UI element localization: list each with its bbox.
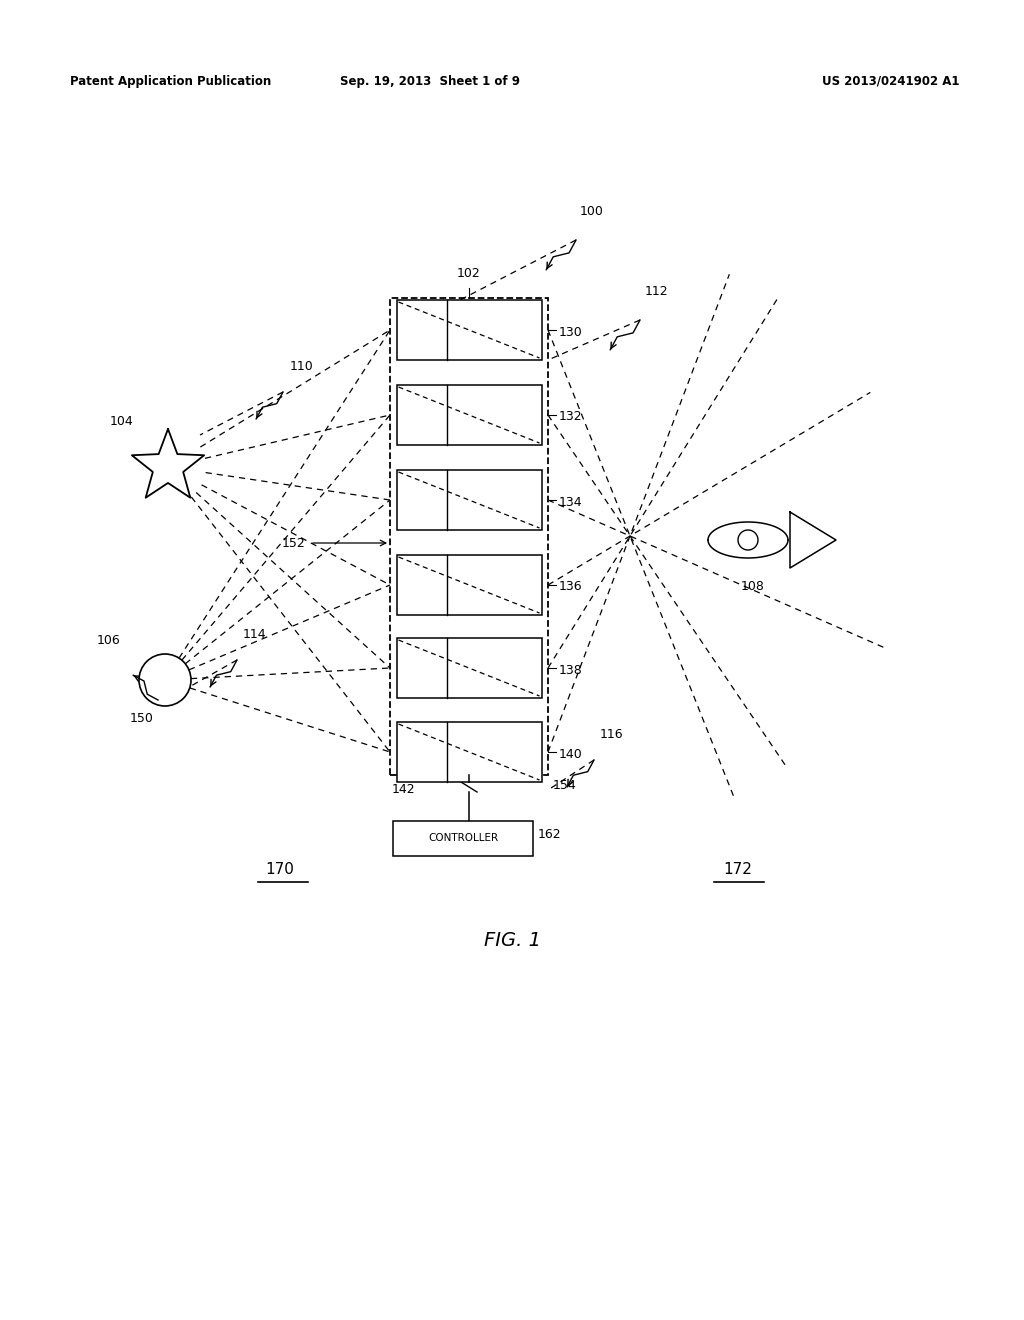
Text: FIG. 1: FIG. 1 <box>483 931 541 949</box>
Text: 138: 138 <box>559 664 583 676</box>
Text: 162: 162 <box>538 829 561 842</box>
Text: 108: 108 <box>741 579 765 593</box>
Text: 136: 136 <box>559 581 583 594</box>
Bar <box>396 554 542 615</box>
Circle shape <box>738 531 758 550</box>
Text: 100: 100 <box>580 205 604 218</box>
Bar <box>396 470 542 531</box>
Bar <box>396 300 542 360</box>
Text: 110: 110 <box>290 360 313 374</box>
Text: 114: 114 <box>243 628 266 642</box>
Text: Sep. 19, 2013  Sheet 1 of 9: Sep. 19, 2013 Sheet 1 of 9 <box>340 75 520 88</box>
Bar <box>390 298 548 775</box>
Text: 104: 104 <box>110 414 134 428</box>
Text: 150: 150 <box>130 711 154 725</box>
Text: 112: 112 <box>645 285 669 298</box>
Text: 106: 106 <box>97 634 121 647</box>
Polygon shape <box>790 512 836 568</box>
Bar <box>396 638 542 698</box>
Text: Patent Application Publication: Patent Application Publication <box>70 75 271 88</box>
Text: 130: 130 <box>559 326 583 338</box>
Text: 154: 154 <box>553 779 577 792</box>
Text: 132: 132 <box>559 411 583 424</box>
Text: 152: 152 <box>282 537 305 550</box>
Text: 170: 170 <box>265 862 295 878</box>
Circle shape <box>139 653 191 706</box>
Bar <box>393 821 534 855</box>
Text: CONTROLLER: CONTROLLER <box>428 833 498 843</box>
Text: US 2013/0241902 A1: US 2013/0241902 A1 <box>822 75 961 88</box>
Text: 142: 142 <box>392 783 416 796</box>
Text: 116: 116 <box>600 729 624 741</box>
Text: 102: 102 <box>457 267 481 280</box>
Text: 140: 140 <box>559 747 583 760</box>
Bar <box>396 722 542 781</box>
Bar <box>396 385 542 445</box>
Text: 172: 172 <box>724 862 753 878</box>
Text: 134: 134 <box>559 495 583 508</box>
